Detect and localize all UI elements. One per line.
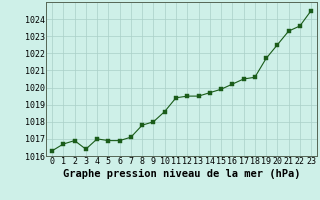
X-axis label: Graphe pression niveau de la mer (hPa): Graphe pression niveau de la mer (hPa) xyxy=(63,169,300,179)
